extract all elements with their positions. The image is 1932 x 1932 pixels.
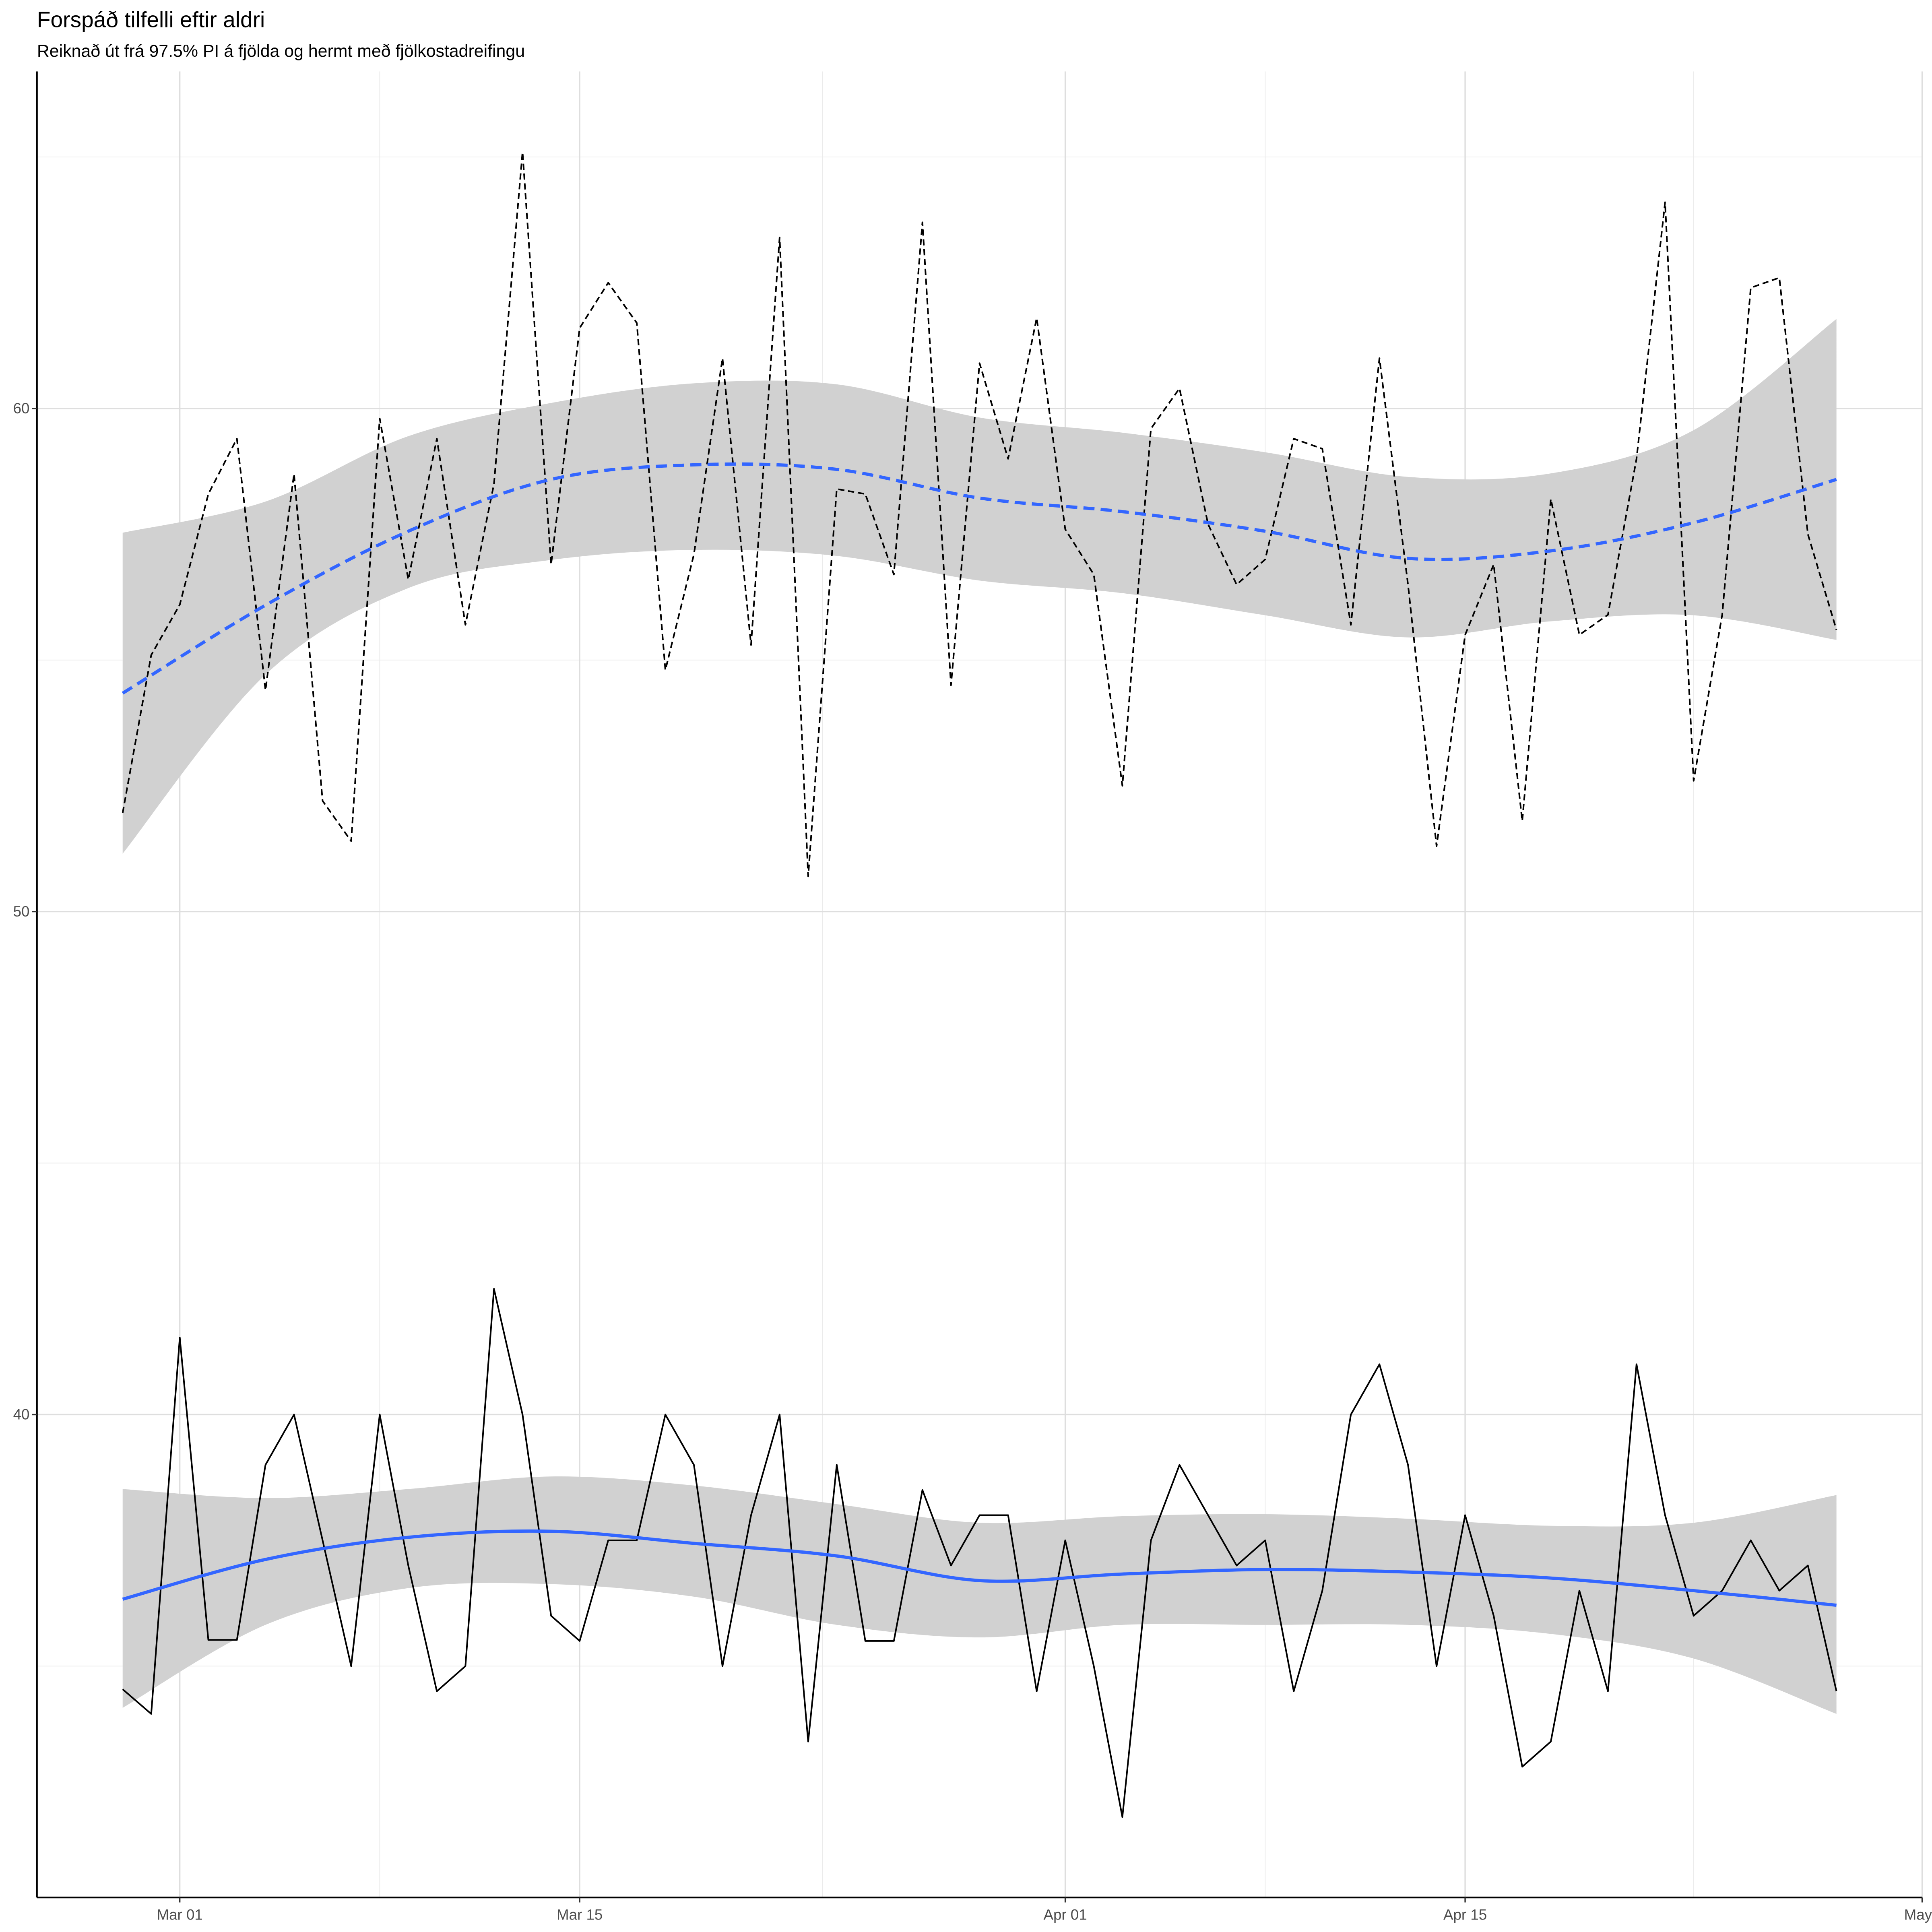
smooth-line <box>122 462 1837 695</box>
x-tick-label: Apr 01 <box>1043 1906 1087 1923</box>
smooth-line <box>122 1529 1837 1607</box>
y-tick-label: 60 <box>13 400 30 417</box>
confidence-band <box>122 319 1837 854</box>
y-tick-label: 50 <box>13 903 30 920</box>
y-tick-label: 40 <box>13 1406 30 1423</box>
x-tick-label: Mar 15 <box>557 1906 603 1923</box>
confidence-band <box>122 1476 1837 1714</box>
data-line <box>122 151 1837 877</box>
data-line <box>122 1288 1837 1818</box>
x-tick-label: Mar 01 <box>157 1906 203 1923</box>
chart-title: Forspáð tilfelli eftir aldri <box>37 7 265 32</box>
chart-subtitle: Reiknað út frá 97.5% PI á fjölda og herm… <box>37 41 525 61</box>
x-tick-label: Apr 15 <box>1443 1906 1487 1923</box>
x-tick-label: May <box>1904 1906 1932 1923</box>
